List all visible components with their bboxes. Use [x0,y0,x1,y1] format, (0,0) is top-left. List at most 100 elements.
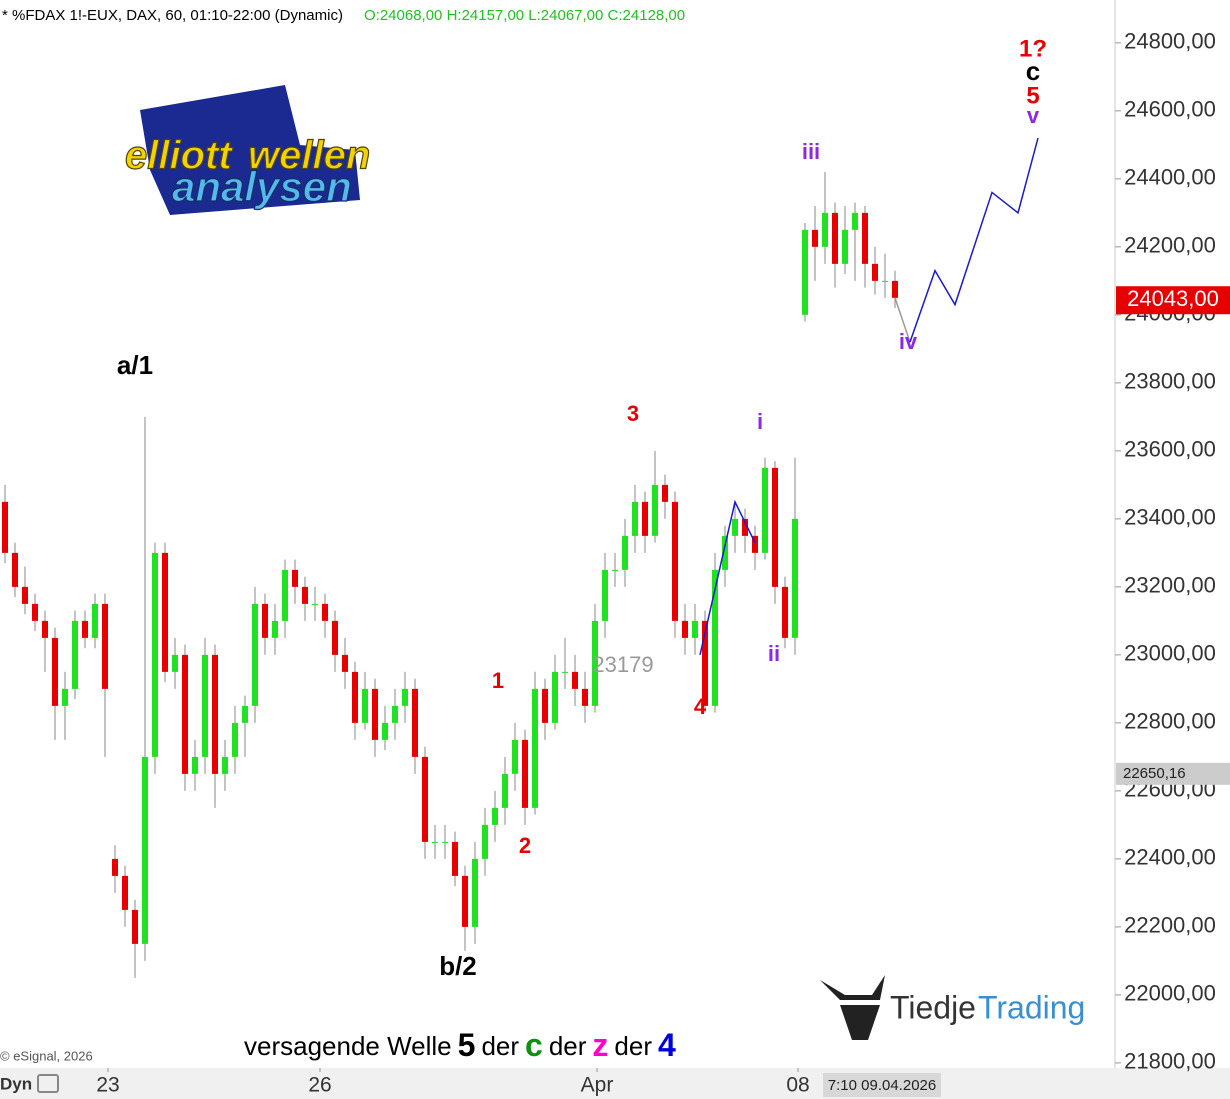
candle-body [262,603,268,638]
candle-body [292,569,298,587]
price-marker-label: 24043,00 [1127,286,1219,311]
candle-body [272,620,278,638]
y-tick-label: 23800,00 [1124,369,1216,394]
caption-part: der [549,1031,587,1061]
candle-body [212,654,218,774]
wave-label: c [1026,56,1040,86]
candle-body [332,620,338,655]
candle-body [812,229,818,247]
wave-label: b/2 [439,951,477,981]
wave-label: 5 [1026,82,1039,109]
candle-body [22,586,28,604]
candle-body [432,841,438,843]
candle-body [422,756,428,842]
caption: versagende Welle 5 der c der z der 4 [244,1027,676,1063]
y-tick-label: 23400,00 [1124,505,1216,530]
candle-body [632,501,638,536]
candle-body [522,739,528,808]
wave-label: 23179 [592,652,653,677]
candle-body [792,518,798,638]
logo-text: Trading [978,989,1085,1025]
caption-part: z [592,1027,608,1063]
candle-body [662,484,668,502]
candle-body [112,858,118,876]
candle-body [392,705,398,723]
x-axis-bar [0,1068,1230,1099]
candle-body [852,212,858,230]
x-tick-label: 26 [308,1074,331,1097]
wave-label: 1? [1019,35,1047,62]
lock-icon[interactable] [37,1074,59,1093]
candle-body [442,841,448,843]
candle-body [232,722,238,757]
x-tick-label: 08 [786,1074,809,1097]
elliott-logo: elliott wellen analysen [124,85,371,215]
candle-body [352,671,358,723]
candle-body [712,569,718,706]
candle-body [132,909,138,944]
y-tick-label: 22200,00 [1124,913,1216,938]
candle-body [312,603,318,605]
candle-body [412,688,418,757]
candle-body [72,620,78,689]
wave-label: 2 [519,833,531,858]
candle-body [122,875,128,910]
logo-text: analysen [172,163,352,210]
x-tick-label: 23 [96,1074,119,1097]
candle-body [182,654,188,774]
wave-label: 1 [492,668,504,693]
candle-body [172,654,178,672]
candle-body [362,688,368,723]
projection-line [894,297,911,343]
price-marker-label: 22650,16 [1123,765,1186,782]
candle-body [682,620,688,638]
y-tick-label: 23600,00 [1124,437,1216,462]
candle-body [602,569,608,621]
candle-body [152,552,158,757]
caption-part: der [614,1031,652,1061]
candle-body [742,518,748,536]
copyright: © eSignal, 2026 [0,1048,93,1063]
wave-label: iii [802,139,820,164]
candle-body [652,484,658,536]
candle-body [282,569,288,621]
candle-body [842,229,848,264]
candle-body [802,229,808,315]
caption-part: der [481,1031,519,1061]
candle-body [732,518,738,536]
candle-body [592,620,598,706]
y-tick-label: 24400,00 [1124,165,1216,190]
candle-body [582,688,588,706]
caption-part: c [525,1027,543,1063]
projection-line [909,137,1039,343]
candle-body [162,552,168,672]
candle-body [702,620,708,706]
logo-text: wellen [248,134,370,178]
candle-body [322,603,328,621]
candle-body [102,603,108,689]
candle-body [32,603,38,621]
symbol: * %FDAX 1!-EUX, DAX, 60, 01:10-22:00 (Dy… [2,7,343,24]
wave-label: a/1 [117,350,153,380]
y-tick-label: 24200,00 [1124,233,1216,258]
candle-body [202,654,208,757]
candle-body [822,212,828,247]
candle-body [372,688,378,740]
candle-body [752,535,758,553]
candle-body [42,620,48,638]
y-tick-label: 22800,00 [1124,709,1216,734]
caption-part: versagende Welle [244,1031,452,1061]
logo-text: elliott [125,134,233,178]
wave-label: i [757,409,763,434]
candle-body [552,671,558,723]
projection-line [699,499,756,656]
candle-body [62,688,68,706]
y-tick-label: 22400,00 [1124,845,1216,870]
timestamp-box [823,1073,941,1097]
candle-body [722,535,728,570]
candle-body [622,535,628,570]
candle-body [482,824,488,859]
logo-text: Tiedje [890,989,976,1025]
candle-body [472,858,478,927]
